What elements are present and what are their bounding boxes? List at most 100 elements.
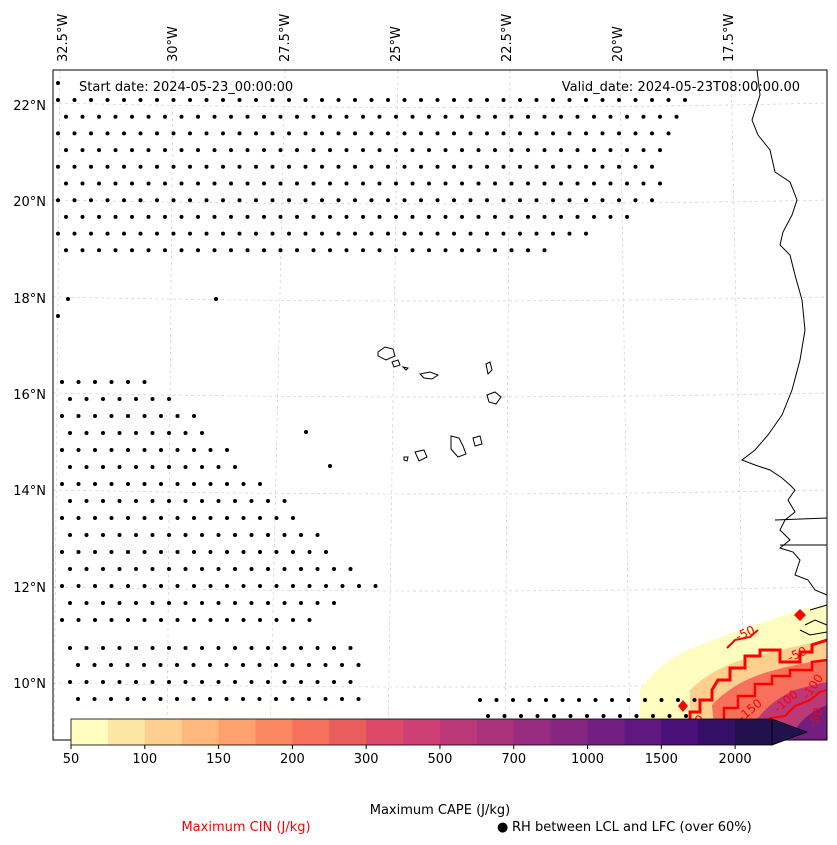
rh-dot bbox=[163, 148, 167, 153]
rh-dot bbox=[584, 198, 588, 203]
rh-dot bbox=[485, 198, 489, 203]
rh-legend-marker: ● bbox=[497, 820, 508, 835]
rh-dot bbox=[394, 214, 398, 219]
colorbar-cell bbox=[292, 719, 330, 745]
lon-label-22-5w: 22.5°W bbox=[500, 14, 515, 62]
rh-dot bbox=[125, 697, 130, 701]
rh-dot bbox=[692, 698, 697, 702]
island-fogo bbox=[414, 449, 428, 462]
rh-dot bbox=[142, 380, 147, 384]
rh-dot bbox=[274, 550, 279, 554]
rh-dot bbox=[192, 482, 196, 486]
rh-dot bbox=[56, 131, 60, 136]
rh-dot bbox=[97, 114, 101, 119]
rh-dot bbox=[278, 248, 283, 253]
rh-dot bbox=[167, 601, 171, 605]
rh-dot bbox=[502, 714, 507, 718]
rh-dot bbox=[204, 164, 209, 169]
rh-dot bbox=[188, 198, 192, 203]
rh-dot bbox=[625, 181, 629, 186]
rh-dot bbox=[56, 98, 60, 102]
rh-dot bbox=[633, 164, 638, 169]
rh-dot bbox=[427, 148, 431, 153]
rh-dot bbox=[126, 550, 130, 554]
rh-dot bbox=[109, 618, 114, 622]
rh-dot bbox=[617, 131, 621, 136]
rh-dot bbox=[320, 98, 324, 102]
rh-dot bbox=[608, 148, 613, 153]
rh-dot bbox=[167, 397, 171, 401]
rh-dot bbox=[175, 482, 180, 486]
cin-marker-2 bbox=[794, 609, 806, 621]
rh-dot bbox=[80, 114, 85, 119]
rh-dot bbox=[175, 697, 179, 701]
rh-dot bbox=[410, 114, 415, 119]
island-sal bbox=[485, 361, 493, 376]
rh-dot bbox=[551, 198, 555, 203]
africa-coast-detail bbox=[774, 517, 828, 636]
rh-dot bbox=[146, 114, 151, 119]
rh-dot bbox=[353, 164, 357, 169]
rh-dot bbox=[237, 231, 242, 236]
rh-dot bbox=[68, 680, 72, 684]
rh-dot bbox=[188, 98, 192, 102]
rh-dot bbox=[117, 646, 122, 650]
rh-dot bbox=[241, 584, 246, 588]
rh-dot bbox=[295, 114, 299, 119]
rh-dot bbox=[150, 567, 155, 571]
rh-dot bbox=[126, 448, 130, 452]
rh-dot bbox=[419, 98, 423, 102]
rh-dot bbox=[245, 148, 250, 153]
rh-dot bbox=[241, 516, 246, 520]
rh-dot bbox=[80, 181, 85, 186]
rh-dot bbox=[76, 482, 81, 486]
rh-dot bbox=[592, 214, 596, 219]
rh-dot bbox=[377, 181, 382, 186]
rh-dot bbox=[200, 533, 204, 537]
rh-dot bbox=[241, 697, 245, 701]
rh-dot bbox=[410, 248, 415, 253]
rh-dot bbox=[386, 131, 390, 136]
rh-dot bbox=[249, 646, 254, 650]
rh-dot bbox=[282, 601, 287, 605]
colorbar-cell bbox=[255, 719, 293, 745]
rh-dot bbox=[585, 714, 589, 718]
rh-dot bbox=[559, 114, 563, 119]
island-santo-antao bbox=[377, 346, 396, 361]
rh-dot bbox=[460, 248, 464, 253]
rh-dot bbox=[93, 550, 97, 554]
rh-dot bbox=[452, 198, 456, 203]
rh-dot bbox=[377, 114, 382, 119]
rh-dot bbox=[592, 181, 596, 186]
rh-dot bbox=[600, 198, 605, 203]
parallel-16n bbox=[52, 392, 828, 398]
rh-dot bbox=[241, 482, 246, 486]
rh-dot bbox=[369, 164, 374, 169]
rh-dot bbox=[435, 231, 440, 236]
rh-dot bbox=[183, 533, 188, 537]
rh-dot bbox=[460, 214, 464, 219]
rh-dot bbox=[142, 516, 147, 520]
rh-dot bbox=[369, 198, 374, 203]
rh-dot bbox=[559, 214, 563, 219]
rh-dot bbox=[291, 584, 295, 588]
rh-dot bbox=[212, 181, 217, 186]
colorbar-tick-label: 1000 bbox=[571, 752, 604, 767]
rh-dot bbox=[105, 98, 110, 102]
rh-dot bbox=[214, 297, 218, 301]
rh-dot bbox=[117, 680, 122, 684]
rh-dot bbox=[443, 214, 448, 219]
colorbar-tick-label: 500 bbox=[428, 752, 453, 767]
rh-dot bbox=[109, 516, 114, 520]
rh-dot bbox=[89, 164, 93, 169]
rh-dot bbox=[155, 231, 159, 236]
rh-dot bbox=[84, 397, 89, 401]
rh-dot bbox=[435, 131, 440, 136]
rh-dot bbox=[287, 164, 291, 169]
rh-dot bbox=[237, 198, 242, 203]
colorbar-tick-label: 100 bbox=[132, 752, 157, 767]
rh-dot bbox=[72, 98, 77, 102]
colorbar-cell bbox=[329, 719, 367, 745]
rh-dot bbox=[216, 680, 221, 684]
colorbar-cell bbox=[218, 719, 257, 745]
